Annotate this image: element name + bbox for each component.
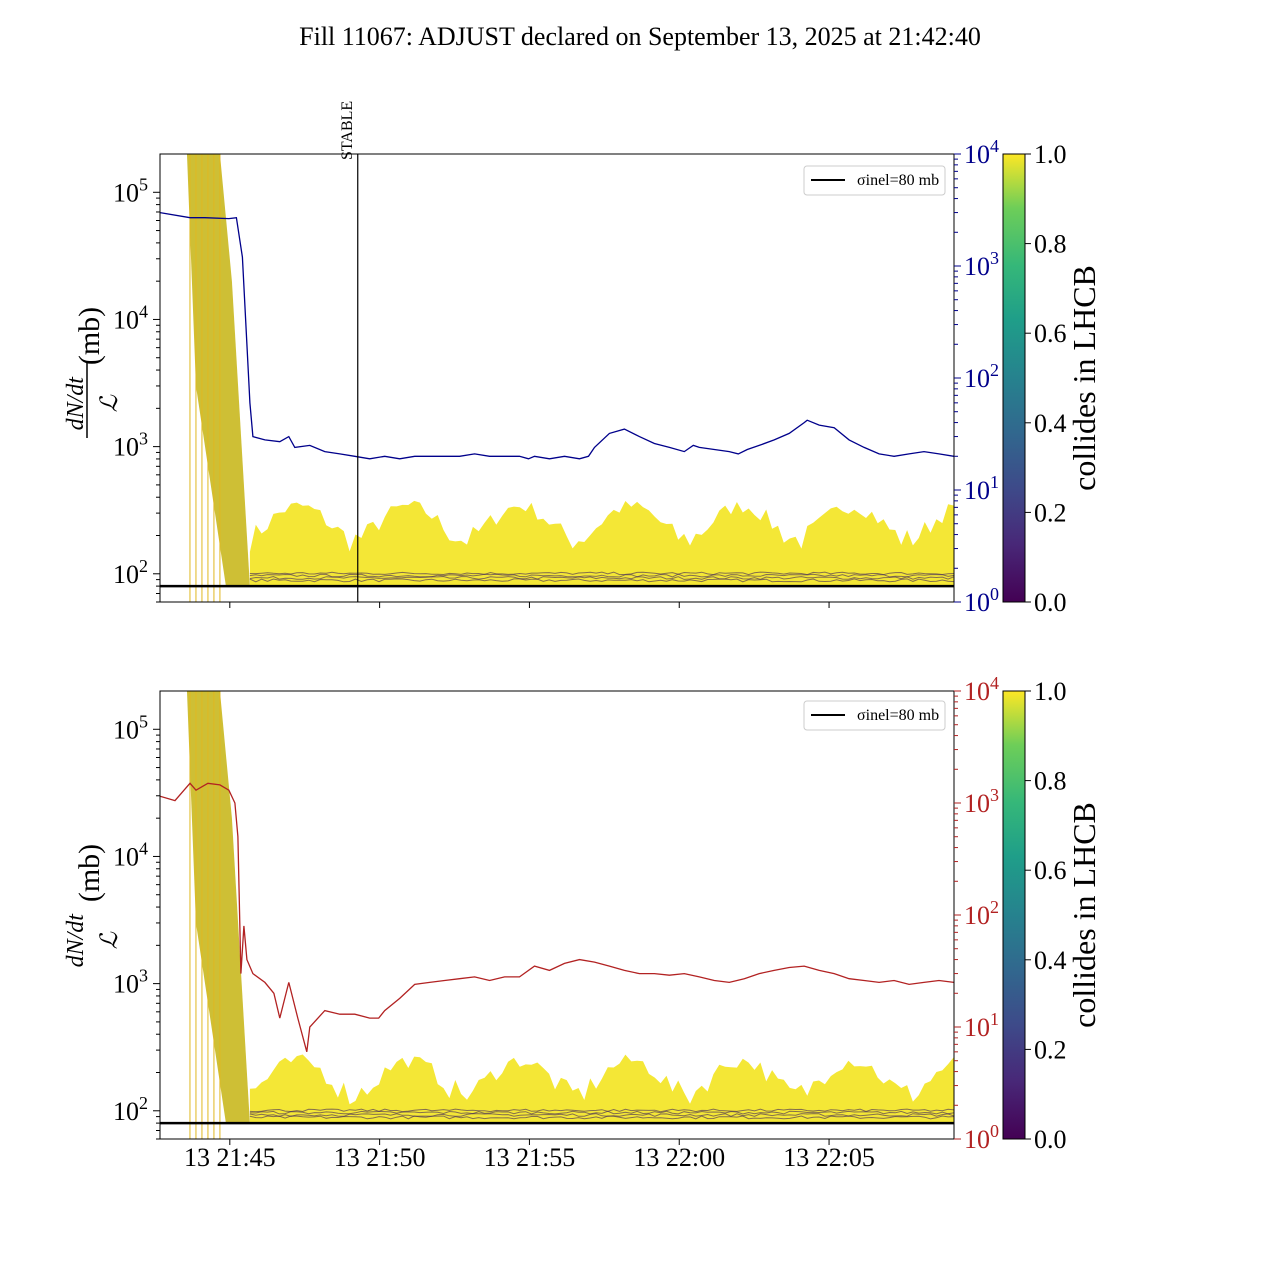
y-tick-label: 104 bbox=[113, 838, 148, 871]
legend-bottom: σinel=80 mb bbox=[803, 700, 946, 731]
y-tick-label: 103 bbox=[113, 429, 148, 462]
x-tick-label: 13 21:50 bbox=[334, 1143, 426, 1172]
colorbar-gradient bbox=[1002, 153, 1026, 603]
rate-trace-low bbox=[249, 1113, 954, 1117]
y-tick-label: 104 bbox=[113, 301, 148, 334]
legend-box bbox=[803, 165, 946, 196]
colorbar-tick-label: 0.6 bbox=[1034, 319, 1067, 348]
rate-trace-low bbox=[249, 1110, 954, 1115]
x-tick-label: 13 21:55 bbox=[484, 1143, 576, 1172]
colorbar-tick-label: 0.2 bbox=[1034, 498, 1067, 527]
rate-early-decay bbox=[186, 691, 250, 1124]
colorbar-label: collides in LHCB bbox=[1066, 265, 1102, 491]
chart-title: Fill 11067: ADJUST declared on September… bbox=[299, 22, 981, 51]
x-tick-label: 13 22:05 bbox=[783, 1143, 875, 1172]
colorbar-label: collides in LHCB bbox=[1066, 802, 1102, 1028]
colorbar-tick-label: 0.2 bbox=[1034, 1035, 1067, 1064]
rate-trace-low bbox=[249, 571, 954, 576]
rate-trace-low bbox=[249, 578, 954, 583]
stable-label: STABLE bbox=[339, 101, 356, 160]
panel-bottom: 102 103 104 105 100 101 102 103 104 dN/dt ℒ (mb)… bbox=[57, 673, 999, 1154]
right-y-tick-label: 102 bbox=[964, 360, 999, 393]
rate-band bbox=[249, 1054, 954, 1122]
rate-trace-low bbox=[249, 575, 954, 580]
panel-top: 102 103 104 105 100 101 102 103 104 dN/dt ℒ (mb)… bbox=[57, 101, 999, 617]
right-y-tick-label: 103 bbox=[964, 248, 999, 281]
right-y-tick-label: 104 bbox=[964, 136, 999, 169]
legend-label: σinel=80 mb bbox=[857, 172, 939, 189]
legend-box bbox=[803, 700, 946, 731]
rate-early-decay bbox=[186, 154, 250, 587]
right-y-tick-label: 104 bbox=[964, 673, 999, 706]
y-tick-label: 103 bbox=[113, 966, 148, 999]
y-tick-label: 102 bbox=[113, 1093, 148, 1126]
colorbar-gradient bbox=[1002, 690, 1026, 1140]
colorbar-tick-label: 1.0 bbox=[1034, 677, 1067, 706]
right-axis-series bbox=[160, 211, 954, 460]
colorbar-tick-label: 0.8 bbox=[1034, 230, 1067, 259]
colorbar-tick-label: 0.0 bbox=[1034, 588, 1067, 617]
right-y-tick-label: 100 bbox=[964, 584, 999, 617]
colorbar-tick-label: 0.6 bbox=[1034, 856, 1067, 885]
legend-label: σinel=80 mb bbox=[857, 707, 939, 724]
colorbar-top: 0.0 0.2 0.4 0.6 0.8 1.0 collides in LHCB bbox=[1002, 140, 1102, 617]
y-tick-label: 105 bbox=[113, 174, 148, 207]
colorbar-tick-label: 0.0 bbox=[1034, 1125, 1067, 1154]
colorbar-tick-label: 1.0 bbox=[1034, 140, 1067, 169]
right-y-tick-label: 100 bbox=[964, 1121, 999, 1154]
rate-trace-low bbox=[249, 1115, 954, 1120]
legend-top: σinel=80 mb bbox=[803, 165, 946, 196]
y-axis-label-bottom: dN/dt ℒ (mb) bbox=[57, 844, 124, 968]
x-axis-tick-labels: 13 21:45 13 21:50 13 21:55 13 22:00 13 22:05 bbox=[184, 1143, 875, 1172]
colorbar-tick-label: 0.8 bbox=[1034, 767, 1067, 796]
right-y-tick-label: 102 bbox=[964, 897, 999, 930]
rate-trace-low bbox=[249, 573, 954, 578]
rate-band bbox=[249, 500, 954, 585]
y-tick-label: 102 bbox=[113, 556, 148, 589]
x-tick-label: 13 21:45 bbox=[184, 1143, 276, 1172]
colorbar-tick-label: 0.4 bbox=[1034, 946, 1067, 975]
right-y-tick-label: 101 bbox=[964, 1009, 999, 1042]
right-axis-series bbox=[160, 782, 954, 1052]
y-tick-label: 105 bbox=[113, 711, 148, 744]
x-tick-label: 13 22:00 bbox=[633, 1143, 725, 1172]
y-axis-label-top: dN/dt ℒ (mb) bbox=[57, 307, 124, 431]
right-y-tick-label: 103 bbox=[964, 785, 999, 818]
colorbar-bottom: 0.0 0.2 0.4 0.6 0.8 1.0 collides in LHCB bbox=[1002, 677, 1102, 1154]
right-y-tick-label: 101 bbox=[964, 472, 999, 505]
rate-trace-low bbox=[249, 1108, 954, 1113]
colorbar-tick-label: 0.4 bbox=[1034, 409, 1067, 438]
